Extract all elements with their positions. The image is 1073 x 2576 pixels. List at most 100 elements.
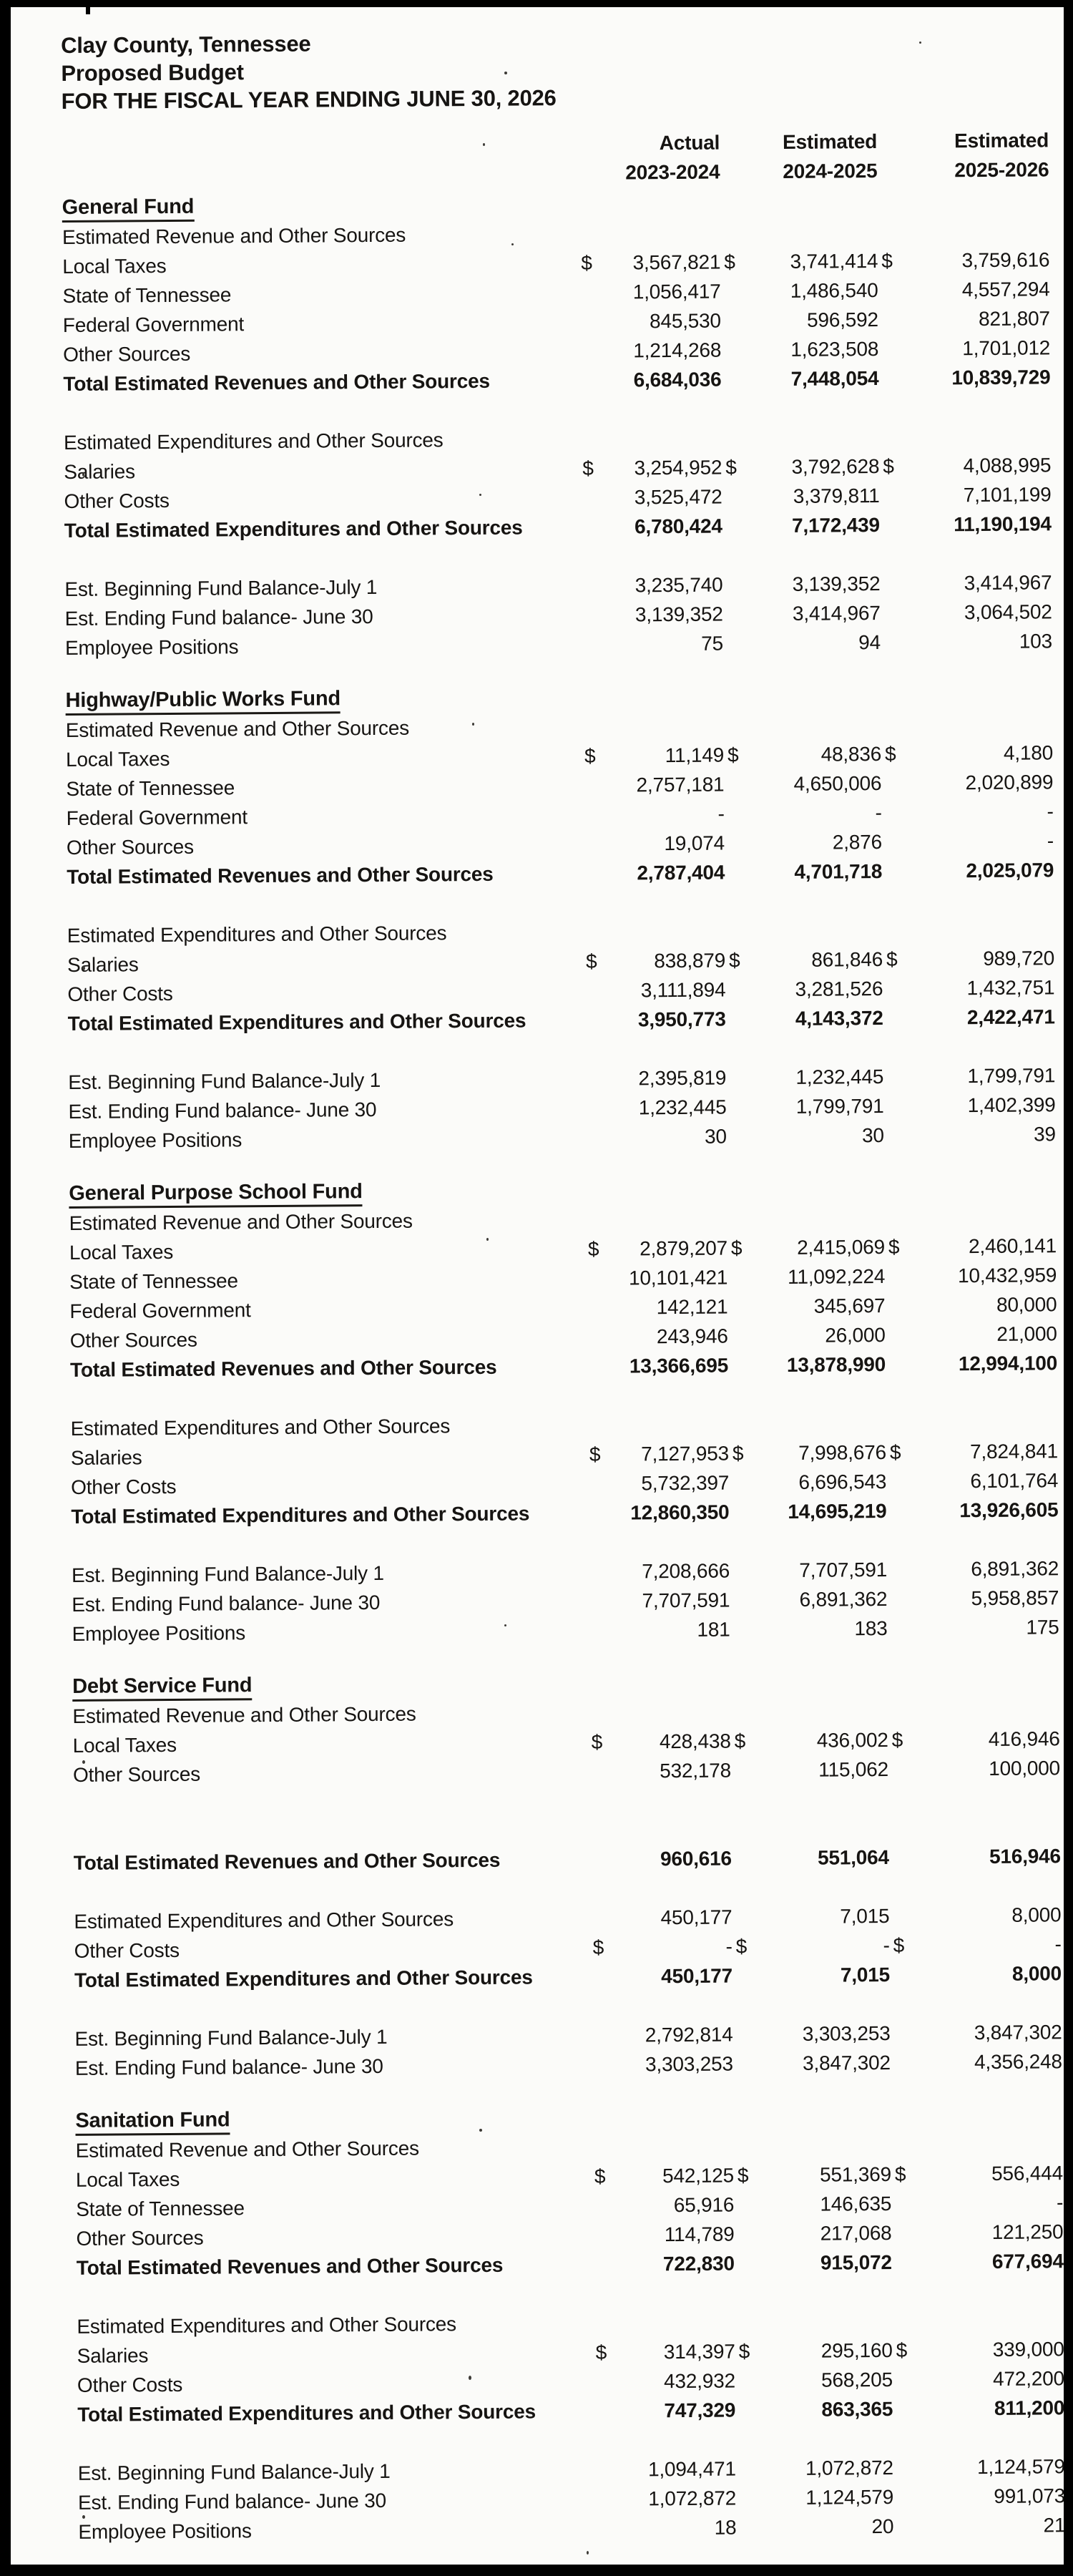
dollar-sign-empty [728,1409,757,1438]
dollar-sign-empty [730,1585,758,1614]
dollar-sign-empty [732,1902,760,1931]
value-cell [753,710,881,740]
value-cell: - [1054,1933,1062,1956]
row-label: Other Costs [71,1475,177,1498]
column-headers-spacer [62,129,577,162]
value-cell: 821,807 [978,307,1050,331]
dollar-sign-empty [582,829,603,859]
value-cell: 1,056,417 [632,280,721,303]
dollar-sign-empty [726,1092,755,1121]
row-label: Federal Government [66,806,248,829]
dollar-sign-empty [587,1586,608,1616]
value-cell: - [717,802,725,825]
dollar-sign-empty [592,2396,614,2426]
row-label: Total Estimated Expenditures and Other S… [67,1009,526,1035]
row-label: Total Estimated Revenues and Other Sourc… [76,2253,504,2279]
fund-section-general-purpose-school-fund: General Purpose School Fund Estimated Rev… [69,1171,1064,1649]
value-cell: 1,701,012 [962,336,1051,360]
value-cell: 2,395,819 [638,1066,727,1090]
dollar-sign-empty [881,769,910,798]
dollar-sign-empty [883,1062,912,1091]
dollar-sign-empty [734,2190,763,2219]
dollar-sign-empty [886,1320,914,1350]
dollar-sign-empty [892,2306,921,2336]
dollar-sign: $ [884,742,896,765]
value-cell: 991,073 [994,2484,1064,2507]
dollar-sign-empty [734,2219,763,2248]
dollar-sign-empty [723,628,752,658]
value-cell: - [1047,829,1054,852]
value-cell: 175 [1026,1616,1059,1639]
row-label: Local Taxes [65,747,170,771]
dollar-sign-empty [724,711,753,740]
column-header-gap [720,127,748,157]
value-cell [908,421,1051,451]
value-cell: 30 [704,1125,727,1148]
dollar-sign-empty [593,2514,614,2543]
dollar-sign-empty [883,974,911,1003]
dollar-sign-empty [886,1408,914,1438]
dollar-sign-empty [725,857,753,887]
value-cell: 7,015 [840,1904,890,1928]
dollar-sign-empty [888,1696,916,1725]
value-cell: 1,799,791 [967,1064,1056,1088]
value-cell: 3,281,526 [795,977,883,1000]
dollar-sign-empty [728,1350,757,1380]
row-label: Total Estimated Expenditures and Other S… [64,516,523,542]
value-cell: 428,438 [659,1729,731,1753]
dollar-sign-empty [583,1005,604,1035]
value-cell: 432,932 [664,2369,736,2393]
value-cell: 7,208,666 [642,1559,730,1583]
row-label: Total Estimated Expenditures and Other S… [71,1502,530,1528]
value-cell: 677,694 [991,2250,1064,2273]
value-cell: 960,616 [660,1847,732,1870]
dollar-sign-empty [736,2512,765,2542]
dollar-sign: $ [881,249,893,272]
dollar-sign-empty [578,336,599,366]
value-cell: 11,149 [665,743,725,767]
dollar-sign-empty [891,2048,919,2077]
value-cell: 472,200 [992,2367,1064,2390]
row-label: Other Costs [64,489,170,512]
column-header-gap [877,156,906,185]
value-cell [750,422,879,452]
value-cell: 516,946 [989,1845,1061,1868]
row-label: Other Sources [72,1762,201,1786]
dollar-sign: $ [727,743,739,766]
document-title-block: Clay County, Tennessee Proposed Budget F… [61,24,1057,115]
row-label: Est. Ending Fund balance- June 30 [64,605,373,630]
value-cell [602,711,724,741]
row-label: Total Estimated Revenues and Other Sourc… [73,1848,501,1874]
value-cell: 5,958,857 [971,1586,1059,1610]
value-cell: 2,025,079 [966,859,1054,882]
dollar-sign-empty [883,1091,912,1121]
dollar-sign-empty [591,2191,612,2220]
value-cell: 48,836 [820,743,882,766]
value-cell [911,914,1054,944]
value-cell: 2,757,181 [636,773,725,796]
row-label: State of Tennessee [62,283,232,307]
scan-speck [82,1370,84,1374]
dollar-sign-empty [730,1697,759,1726]
value-cell: 7,015 [840,1963,891,1986]
scan-speck [86,7,90,14]
dollar-sign-empty [592,2367,614,2396]
value-cell: 339,000 [992,2338,1064,2361]
value-cell [755,1203,884,1233]
dollar-sign-empty [732,1843,760,1873]
value-cell: 7,101,199 [963,483,1052,507]
scan-speck [483,143,485,146]
dollar-sign-empty [583,1093,604,1123]
dollar-sign-empty [893,2453,922,2482]
value-cell: 1,072,872 [805,2456,893,2479]
dollar-sign-empty [886,1496,915,1526]
value-cell: - [1056,2191,1064,2214]
value-cell: 6,891,362 [799,1587,888,1611]
value-cell: 181 [697,1618,730,1641]
value-cell: 551,064 [817,1845,889,1869]
value-cell [913,1201,1056,1231]
row-label: Local Taxes [72,1733,177,1757]
row-label: Employee Positions [72,1621,246,1645]
value-cell: 2,787,404 [637,861,725,884]
dollar-sign: $ [891,1728,903,1751]
